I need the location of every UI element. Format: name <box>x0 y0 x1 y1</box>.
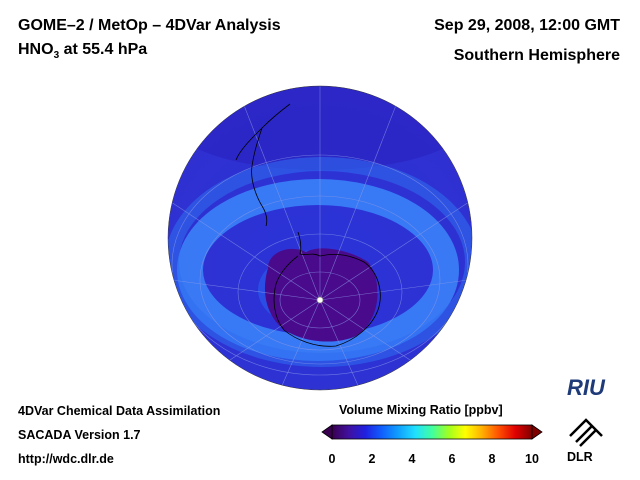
colorbar-gradient <box>331 424 533 440</box>
title-line-1: GOME–2 / MetOp – 4DVar Analysis <box>18 17 281 34</box>
title-line-2: HNO3 at 55.4 hPa <box>18 41 147 61</box>
colorbar <box>321 424 543 440</box>
colorbar-min-arrow <box>321 424 333 440</box>
pressure-level: at 55.4 hPa <box>59 41 148 58</box>
graticule <box>168 86 472 390</box>
colorbar-tick-label: 6 <box>448 452 456 466</box>
riu-logo: RIU <box>567 375 605 400</box>
colorbar-tick-label: 4 <box>408 452 416 466</box>
dlr-logo-text: DLR <box>567 450 593 464</box>
species-name: HNO <box>18 41 54 58</box>
collar-ring <box>177 179 459 361</box>
colorbar-label: Volume Mixing Ratio [ppbv] <box>339 403 503 417</box>
footer-line-2: SACADA Version 1.7 <box>18 428 141 442</box>
footer-line-1: 4DVar Chemical Data Assimilation <box>18 404 221 418</box>
coastlines <box>235 103 381 347</box>
colorbar-tick-label: 8 <box>488 452 496 466</box>
colorbar-tick-label: 10 <box>525 452 539 466</box>
date-time: Sep 29, 2008, 12:00 GMT <box>434 17 620 34</box>
hemisphere-label: Southern Hemisphere <box>453 47 620 64</box>
species-subscript: 3 <box>53 50 60 62</box>
globe-outline <box>167 85 473 391</box>
colorbar-max-arrow <box>531 424 543 440</box>
footer-link[interactable]: http://wdc.dlr.de <box>18 452 114 466</box>
south-pole-marker <box>316 296 324 304</box>
dlr-logo-icon <box>569 418 603 447</box>
colorbar-tick-label: 2 <box>368 452 376 466</box>
colorbar-tick-label: 0 <box>328 452 336 466</box>
